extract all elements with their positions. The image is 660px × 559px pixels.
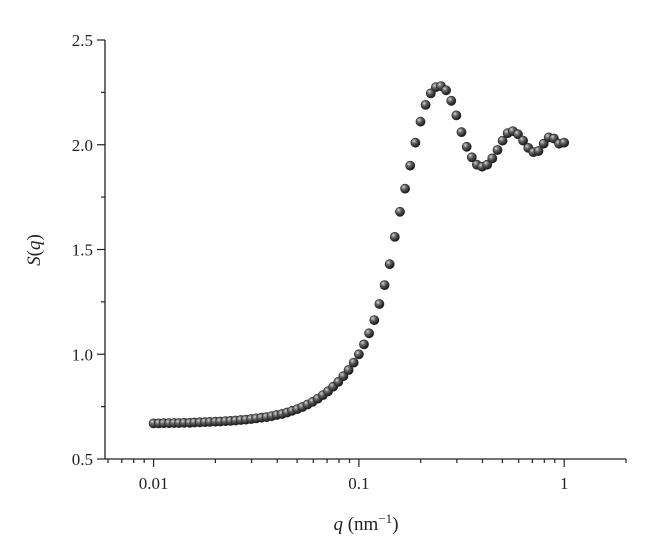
data-point [446, 95, 457, 106]
data-point [405, 160, 416, 171]
data-point [343, 365, 354, 375]
data-point [497, 135, 508, 146]
y-axis-label: S(q) [24, 234, 45, 266]
data-point [559, 137, 570, 148]
data-point [400, 183, 410, 194]
x-axis-label: q (nm−1) [333, 511, 398, 536]
data-point [441, 85, 451, 96]
x-tick-label: 0.01 [139, 474, 169, 493]
data-point [359, 339, 369, 350]
data-point [451, 110, 462, 121]
data-point [348, 357, 359, 368]
data-point [466, 152, 477, 163]
data-point [374, 299, 385, 309]
data-point [533, 146, 544, 156]
data-point [461, 141, 472, 152]
y-tick-label: 2.5 [72, 31, 93, 50]
y-tick-label: 1.5 [72, 241, 93, 260]
x-tick-label: 1 [560, 474, 569, 493]
data-point [410, 137, 421, 148]
data-point [518, 135, 528, 146]
data-point [420, 100, 431, 110]
data-point [395, 206, 405, 217]
data-point [456, 127, 467, 138]
data-point [487, 153, 498, 164]
axis-ticks: 0.5 1.0 1.5 2.0 2.5 0.01 0.1 1 [72, 31, 627, 493]
data-point [369, 315, 380, 325]
y-tick-label: 2.0 [72, 136, 93, 155]
data-points [148, 81, 570, 429]
x-tick-label: 0.1 [348, 474, 369, 493]
data-point [384, 259, 395, 270]
data-point [389, 231, 400, 242]
data-point [364, 328, 374, 339]
plot-axes [104, 40, 626, 460]
data-point [415, 116, 426, 127]
data-point [353, 349, 364, 360]
y-tick-label: 0.5 [72, 450, 93, 469]
data-point [492, 145, 503, 155]
y-tick-label: 1.0 [72, 345, 93, 364]
data-point [379, 280, 390, 290]
